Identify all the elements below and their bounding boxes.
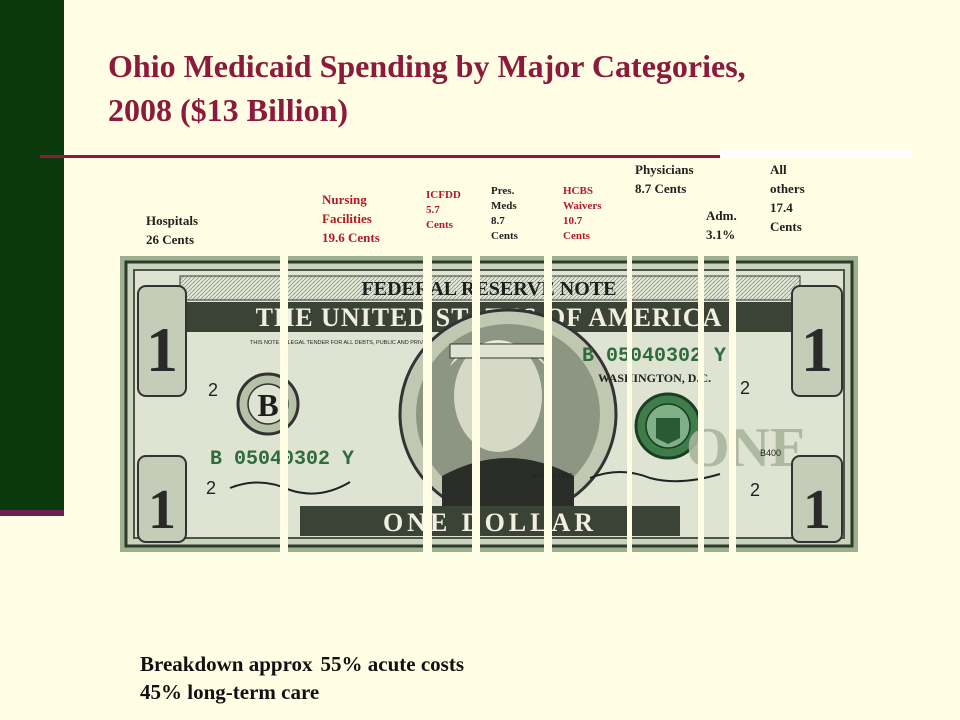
bill-washington: WASHINGTON, D.C. [598,371,711,385]
bill-one-watermark: ONE [686,417,807,479]
label-adm: Adm. 3.1% [706,208,737,242]
bill-serial-left: B 05040302 Y [210,448,354,471]
bill-district-letter: B [257,387,278,423]
bill-legal-tender: THIS NOTE IS LEGAL TENDER FOR ALL DEBTS,… [250,340,433,346]
bill-series: SERIES 1995 [530,473,573,480]
footer-acute-costs: 55% acute costs [320,652,465,676]
label-all-others: All others 17.4 Cents [770,162,805,234]
bill-serial-right: B 05040302 Y [582,345,726,368]
title-rule [40,155,912,158]
footer-note: Breakdown approx 55% acute costs 45% long… [140,650,464,706]
bill-district-num-right: 2 [740,378,750,398]
bill-top-text: FEDERAL RESERVE NOTE [362,278,617,300]
bill-denomination-top-left: 1 [146,314,178,385]
left-accent-bar-base [0,510,64,516]
bill-district-num-left: 2 [208,380,218,400]
label-hcbs-waivers: HCBS Waivers 10.7 Cents [563,185,602,242]
label-pres-meds: Pres. Meds 8.7 Cents [491,185,518,242]
slide-title: Ohio Medicaid Spending by Major Categori… [108,44,908,132]
title-line-2: 2008 ($13 Billion) [108,92,349,128]
bill-plate-number: B400 [760,448,781,458]
bill-district-num-lower-left: 2 [206,478,216,498]
label-nursing-facilities: Nursing Facilities 19.6 Cents [322,192,380,245]
title-rule-gap [720,150,912,158]
bill-district-num-lower-right: 2 [750,480,760,500]
bill-denomination-top-right: 1 [801,314,833,385]
bill-one-dollar: ONE DOLLAR [383,508,597,537]
label-physicians: Physicians 8.7 Cents [635,162,694,196]
label-icfdd: ICFDD 5.7 Cents [426,189,461,231]
left-accent-bar [0,0,64,516]
footer-long-term-care: 45% long-term care [140,680,320,704]
label-hospitals: Hospitals 26 Cents [146,213,199,247]
bill-denomination-bottom-left: 1 [148,479,176,541]
footer-breakdown-label: Breakdown approx [140,652,313,676]
bill-denomination-bottom-right: 1 [803,479,831,541]
dollar-bill-image: FEDERAL RESERVE NOTE THE UNITED STATES O… [120,256,858,552]
title-line-1: Ohio Medicaid Spending by Major Categori… [108,48,746,84]
